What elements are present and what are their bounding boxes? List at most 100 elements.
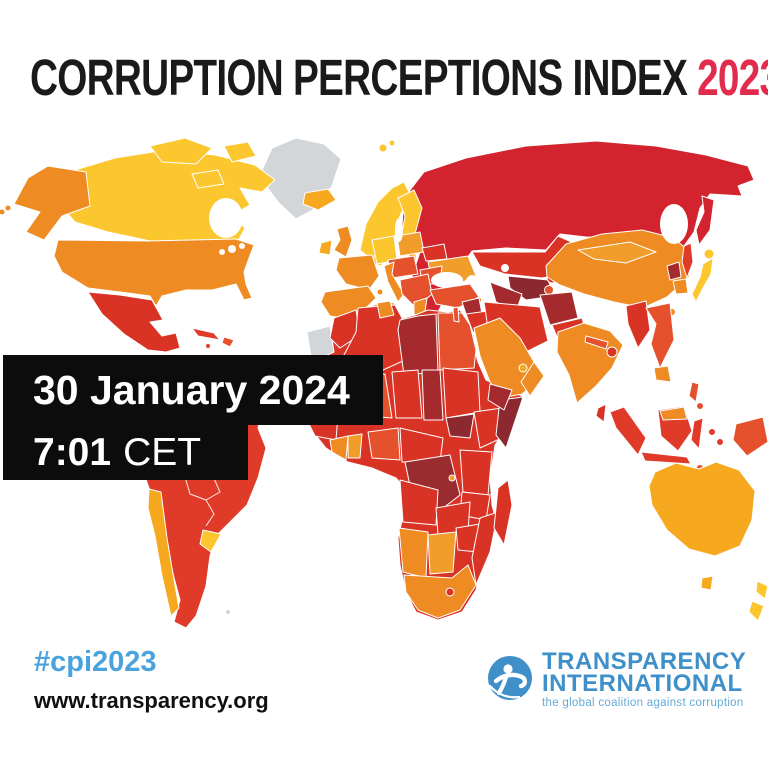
continent-oceania bbox=[648, 461, 768, 622]
region-chad bbox=[421, 369, 444, 421]
region-tajikistan bbox=[544, 285, 554, 295]
region-sulawesi bbox=[690, 417, 704, 450]
banner-time-text: 7:01 bbox=[33, 430, 112, 474]
region-greenland bbox=[261, 137, 342, 220]
page-title: CORRUPTION PERCEPTIONS INDEX 2023 bbox=[30, 48, 768, 108]
region-moluccas_2 bbox=[716, 438, 724, 446]
region-tasmania bbox=[700, 575, 714, 591]
region-nigeria bbox=[367, 427, 401, 461]
banner-date-text: 30 January 2024 bbox=[33, 366, 350, 413]
region-uae bbox=[518, 363, 528, 373]
region-borneo_malaysia bbox=[659, 406, 688, 421]
region-bangladesh bbox=[606, 346, 618, 358]
banner-date: 30 January 2024 bbox=[3, 355, 383, 425]
region-india bbox=[556, 322, 624, 404]
region-western_sahara bbox=[306, 325, 335, 363]
region-tunisia bbox=[376, 300, 395, 319]
region-mongolia bbox=[577, 241, 657, 264]
region-jamaica bbox=[205, 343, 211, 349]
region-chile bbox=[147, 488, 180, 617]
hashtag: #cpi2023 bbox=[34, 646, 157, 678]
water-sea-of-okhotsk bbox=[660, 204, 688, 244]
region-hispaniola bbox=[221, 336, 235, 348]
region-botswana bbox=[427, 531, 457, 575]
region-afghanistan bbox=[539, 291, 579, 326]
ti-logo-line1: TRANSPARENCY bbox=[542, 648, 747, 675]
region-canada bbox=[59, 149, 276, 244]
region-uganda_kenya bbox=[459, 449, 493, 496]
ti-logo-line2: INTERNATIONAL bbox=[542, 670, 743, 697]
banner-timezone-text: CET bbox=[123, 430, 202, 474]
region-angola bbox=[399, 479, 439, 526]
region-mexico bbox=[87, 291, 181, 353]
region-uruguay bbox=[199, 529, 222, 553]
region-niger bbox=[391, 369, 423, 419]
ti-sphere-icon bbox=[488, 656, 532, 700]
ti-logo-text: TRANSPARENCY INTERNATIONAL the global co… bbox=[542, 648, 747, 710]
water-great-lake-2 bbox=[219, 249, 225, 255]
water-great-lake-1 bbox=[228, 245, 236, 253]
region-yemen bbox=[487, 383, 513, 411]
region-kamchatka bbox=[695, 195, 715, 246]
region-japan bbox=[691, 257, 714, 303]
region-myanmar bbox=[625, 300, 651, 349]
region-svalbard_1 bbox=[378, 143, 388, 153]
region-france bbox=[335, 254, 380, 291]
continent-asia bbox=[429, 195, 768, 472]
region-rwanda bbox=[448, 474, 456, 482]
water-black-sea bbox=[431, 272, 463, 288]
continent-north-america bbox=[0, 137, 722, 383]
region-sri_lanka bbox=[595, 403, 607, 423]
region-philippines_2 bbox=[696, 402, 704, 410]
water-hudson-bay bbox=[209, 198, 243, 238]
region-sardinia bbox=[376, 288, 384, 296]
region-sumatra bbox=[609, 406, 647, 456]
region-svalbard_2 bbox=[388, 139, 396, 147]
region-arctic_island_1 bbox=[149, 137, 213, 165]
region-nepal bbox=[584, 335, 609, 350]
region-libya bbox=[397, 313, 439, 376]
website-url: www.transparency.org bbox=[34, 688, 269, 713]
region-malaysia bbox=[653, 365, 672, 383]
region-south_sudan bbox=[445, 413, 475, 439]
region-lesotho bbox=[445, 587, 455, 597]
region-north_korea bbox=[666, 261, 682, 281]
region-philippines_1 bbox=[688, 381, 700, 403]
region-java bbox=[640, 451, 692, 465]
banner-time: 7:01 CET bbox=[3, 425, 248, 480]
region-arctic_island_2 bbox=[223, 141, 257, 163]
water-great-lake-3 bbox=[239, 243, 245, 249]
region-arctic_island_3 bbox=[191, 169, 225, 189]
region-indochina bbox=[645, 302, 675, 369]
transparency-international-logo: TRANSPARENCY INTERNATIONAL the global co… bbox=[485, 650, 746, 710]
region-oman bbox=[520, 361, 545, 397]
continent-europe bbox=[302, 139, 755, 331]
region-moluccas_1 bbox=[708, 428, 716, 436]
region-madagascar bbox=[493, 479, 513, 546]
region-australia bbox=[648, 461, 756, 557]
region-sakhalin bbox=[681, 242, 694, 279]
title-main: CORRUPTION PERCEPTIONS INDEX bbox=[30, 49, 698, 106]
region-alaska bbox=[13, 165, 91, 241]
region-iceland bbox=[302, 188, 337, 211]
ti-logo-tagline: the global coalition against corruption bbox=[542, 697, 744, 709]
region-ghana bbox=[347, 433, 363, 459]
region-aleutian_2 bbox=[0, 208, 6, 216]
region-israel bbox=[452, 306, 460, 323]
region-south_africa bbox=[403, 564, 477, 619]
region-ireland bbox=[318, 239, 333, 256]
region-new_guinea bbox=[732, 416, 768, 457]
water-baltic-sea bbox=[395, 218, 403, 242]
water-aral-sea bbox=[501, 264, 509, 272]
region-hokkaido bbox=[703, 248, 715, 260]
region-aleutian_1 bbox=[4, 204, 12, 212]
region-sudan bbox=[442, 367, 481, 419]
region-namibia bbox=[398, 527, 429, 579]
region-cuba bbox=[191, 327, 221, 341]
region-new_zealand_north bbox=[755, 580, 768, 600]
region-uk bbox=[333, 225, 353, 258]
region-south_korea bbox=[672, 278, 689, 295]
region-ivory_coast bbox=[329, 435, 349, 461]
